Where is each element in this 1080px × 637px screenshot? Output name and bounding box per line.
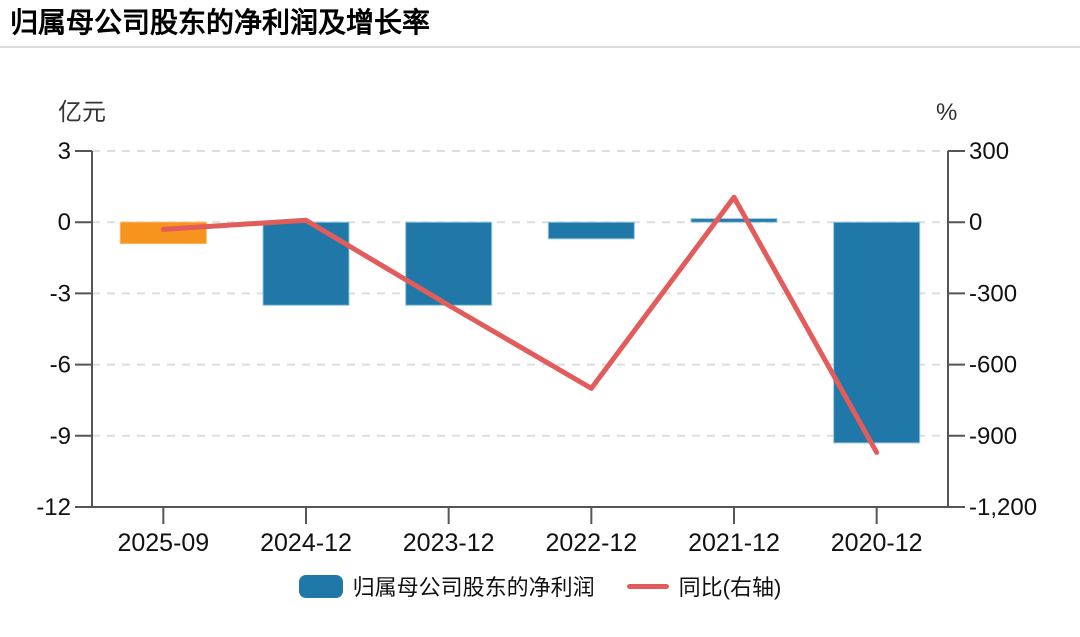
left-axis-tick-label: -6 (50, 352, 71, 379)
chart-title: 归属母公司股东的净利润及增长率 (10, 7, 431, 38)
left-axis-unit-label: 亿元 (58, 99, 106, 126)
chart-canvas: 亿元 % 3 0 -3 -6 -9 -12 300 0 -300 -600 -900 -1,200 2025… (36, 99, 1037, 557)
bar-2023-12[interactable] (405, 221, 493, 306)
right-axis-tick-label: 0 (969, 209, 982, 236)
bar-2022-12[interactable] (547, 221, 635, 240)
x-axis-label-2024-12: 2024-12 (260, 529, 352, 557)
x-axis-label-2021-12: 2021-12 (688, 529, 780, 557)
bar-series-swatch-icon (298, 574, 343, 598)
x-axis-label-2022-12: 2022-12 (545, 529, 637, 557)
left-axis-tick-label: -3 (50, 280, 71, 307)
yoy-growth-line[interactable] (160, 194, 880, 455)
right-axis-tick-label: -1,200 (969, 494, 1037, 521)
legend-item-net-profit[interactable]: 归属母公司股东的净利润 (298, 570, 595, 602)
header: 归属母公司股东的净利润及增长率 (0, 0, 1080, 48)
left-axis-tick-label: -12 (36, 494, 71, 521)
legend-label-net-profit: 归属母公司股东的净利润 (352, 575, 595, 600)
x-axis-label-2023-12: 2023-12 (403, 529, 495, 557)
bar-2024-12[interactable] (262, 221, 350, 306)
line-series-swatch-icon (626, 583, 669, 589)
chart-area: 亿元% 3 0 -3 -6 -9 -12 300 0 -300 -600 -900 -1,200 2025… (0, 48, 1080, 603)
bar-2021-12[interactable] (690, 218, 778, 223)
x-axis-label-2020-12: 2020-12 (831, 529, 923, 557)
right-axis-tick-label: -600 (969, 352, 1017, 379)
right-axis-tick-label: -300 (969, 280, 1017, 307)
right-axis-tick-label: 300 (969, 138, 1009, 165)
right-axis-tick-label: -900 (969, 423, 1017, 450)
legend: 归属母公司股东的净利润 同比(右轴) (0, 569, 1080, 603)
legend-label-yoy: 同比(右轴) (678, 575, 782, 600)
chart-widget: 归属母公司股东的净利润及增长率 亿元% 3 0 -3 -6 -9 -12 300 0 -300 -6… (0, 0, 1080, 603)
right-axis-unit-label: % (936, 99, 957, 126)
x-axis-label-2025-09: 2025-09 (117, 529, 209, 557)
left-axis-tick-label: -9 (50, 423, 71, 450)
left-axis-tick-label: 3 (58, 138, 71, 165)
bar-2020-12[interactable] (833, 221, 921, 444)
legend-item-yoy[interactable]: 同比(右轴) (626, 570, 782, 602)
left-axis-tick-label: 0 (58, 209, 71, 236)
